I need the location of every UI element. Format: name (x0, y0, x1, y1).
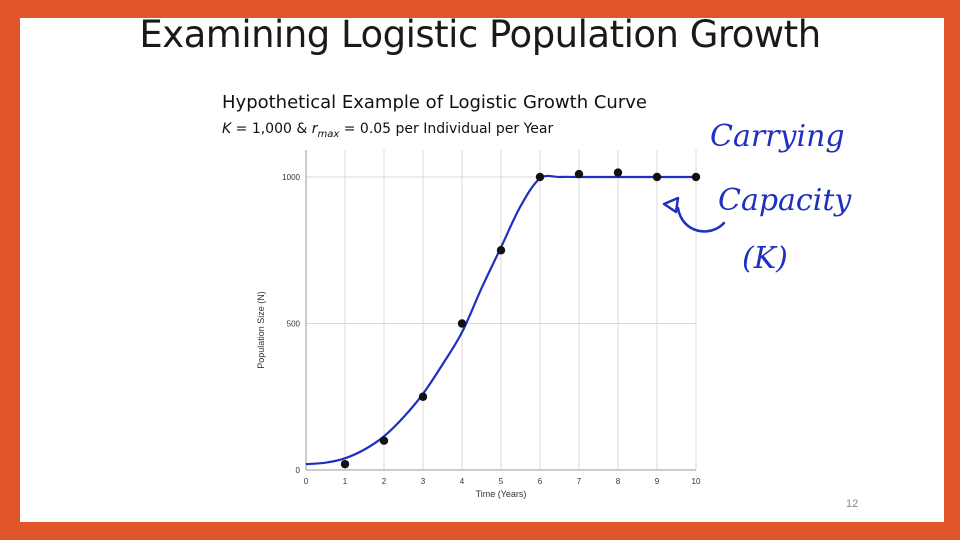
data-point (418, 392, 428, 401)
chart-title: Hypothetical Example of Logistic Growth … (222, 92, 647, 113)
x-tick-label: 10 (692, 477, 701, 486)
x-tick-label: 0 (304, 477, 309, 486)
x-tick-label: 7 (577, 477, 582, 486)
x-axis-label: Time (Years) (476, 489, 527, 499)
r-value-text: = 0.05 per Individual per Year (339, 121, 554, 137)
annotation-line-2: Capacity (718, 183, 852, 218)
k-symbol: K (222, 121, 232, 137)
y-tick-label: 500 (287, 320, 301, 329)
data-point (691, 172, 701, 182)
x-tick-label: 5 (499, 477, 504, 486)
annotation-arrow (662, 196, 726, 233)
data-points (340, 168, 701, 469)
tick-labels: 0 1 2 3 4 5 6 7 8 9 10 0 500 1000 (282, 173, 701, 486)
r-symbol: r (311, 121, 318, 137)
x-tick-label: 4 (460, 477, 465, 486)
x-tick-label: 2 (382, 477, 387, 486)
slide-canvas (20, 18, 944, 522)
y-axis-label: Population Size (N) (256, 291, 266, 369)
x-tick-label: 3 (421, 477, 426, 486)
k-value-text: = 1,000 & (231, 121, 312, 137)
axes (305, 150, 696, 471)
x-tick-label: 8 (616, 477, 621, 486)
x-tick-label: 9 (655, 477, 660, 486)
grid-lines (306, 150, 697, 471)
carrying-capacity-annotation: Carrying Capacity (K) (662, 119, 852, 276)
data-point (613, 168, 623, 177)
y-tick-label: 1000 (282, 173, 300, 182)
y-tick-label: 0 (296, 466, 301, 475)
r-subscript: max (317, 128, 340, 140)
chart-subtitle: K = 1,000 & rmax = 0.05 per Individual p… (222, 121, 553, 140)
data-point (379, 436, 389, 445)
data-point (496, 246, 506, 255)
data-point (457, 319, 467, 328)
data-point (652, 172, 662, 182)
data-point (340, 459, 350, 469)
page-number: 12 (846, 498, 859, 510)
slide-title: Examining Logistic Population Growth (139, 13, 821, 56)
data-point (574, 169, 584, 179)
annotation-line-1: Carrying (710, 119, 845, 154)
annotation-line-3: (K) (742, 241, 788, 276)
x-tick-label: 1 (343, 477, 348, 486)
data-point (535, 172, 545, 182)
x-tick-label: 6 (538, 477, 543, 486)
logistic-growth-chart: 0 1 2 3 4 5 6 7 8 9 10 0 500 1000 Time (Years) Popula… (256, 150, 701, 499)
